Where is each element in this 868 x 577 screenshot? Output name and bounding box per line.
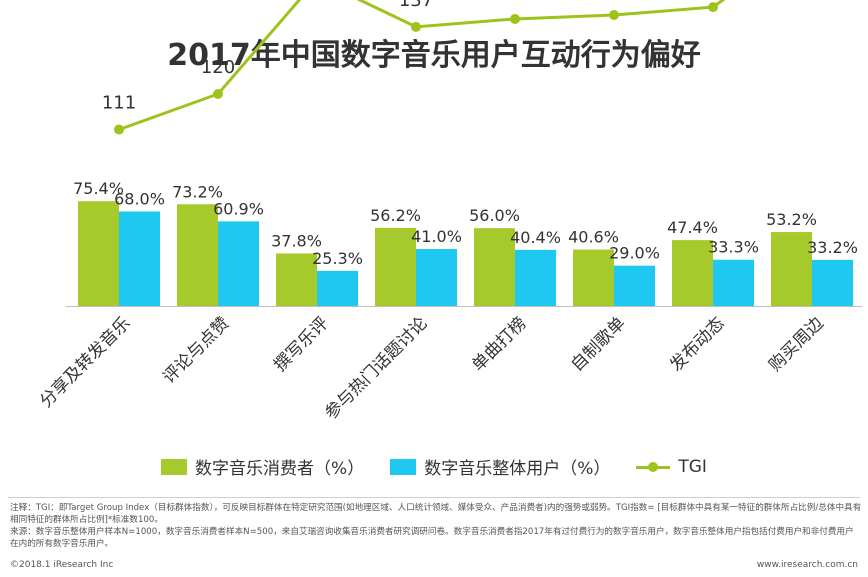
bar-consumers — [78, 201, 119, 306]
data-label-consumers: 73.2% — [172, 182, 223, 201]
tgi-label: 139 — [498, 0, 532, 3]
data-label-all-users: 40.4% — [510, 228, 561, 247]
bar-consumers — [375, 227, 416, 306]
legend-swatch-all-users — [390, 458, 417, 475]
legend-item-consumers: 数字音乐消费者（%） — [161, 454, 364, 479]
legend: 数字音乐消费者（%） 数字音乐整体用户（%） TGI — [0, 454, 868, 479]
bar-all-users — [812, 259, 853, 306]
legend-item-tgi: TGI — [636, 457, 707, 477]
data-label-consumers: 56.0% — [469, 206, 520, 225]
data-label-all-users: 68.0% — [114, 189, 165, 208]
bar-consumers — [276, 253, 317, 306]
chart-canvas: 75.4%68.0% 分享及转发音乐 73.2%60.9% 评论与点赞 37.8%25.… — [36, 0, 862, 424]
note-source: 来源：数字音乐整体用户样本N=1000，数字音乐消费者样本N=500，来自艾瑞咨… — [10, 527, 854, 549]
x-tick-label: 自制歌单 — [567, 313, 629, 375]
bar-all-users — [515, 249, 556, 306]
bar-all-users — [416, 249, 457, 306]
tgi-point — [411, 21, 421, 32]
bar-all-users — [218, 221, 259, 306]
bar-all-users — [713, 259, 754, 306]
x-tick-label: 发布动态 — [666, 313, 728, 375]
tgi-point — [510, 13, 520, 24]
data-label-all-users: 33.2% — [807, 238, 858, 257]
data-label-all-users: 60.9% — [213, 199, 264, 218]
x-tick-label: 参与热门话题讨论 — [321, 313, 431, 423]
tgi-point — [609, 10, 619, 20]
bar-all-users — [317, 270, 358, 306]
data-label-all-users: 25.3% — [312, 249, 363, 268]
note-tgi: 注释：TGI：即Target Group Index（目标群体指数），可反映目标… — [10, 503, 862, 525]
tgi-point — [708, 2, 718, 13]
data-label-consumers: 47.4% — [667, 218, 718, 237]
footer-divider — [8, 497, 860, 498]
chart-notes: 注释：TGI：即Target Group Index（目标群体指数），可反映目标… — [10, 502, 862, 550]
legend-swatch-consumers — [161, 458, 188, 475]
legend-item-all-users: 数字音乐整体用户（%） — [390, 454, 610, 479]
legend-label-consumers: 数字音乐消费者（%） — [195, 459, 365, 479]
bar-consumers — [672, 240, 713, 306]
legend-label-all-users: 数字音乐整体用户（%） — [424, 459, 611, 479]
website-link[interactable]: www.iresearch.com.cn — [756, 560, 858, 570]
tgi-label: 111 — [102, 93, 136, 114]
chart-title: 2017年中国数字音乐用户互动行为偏好 — [167, 38, 701, 73]
legend-label-tgi: TGI — [678, 456, 707, 477]
bar-consumers — [573, 249, 614, 306]
data-label-consumers: 53.2% — [766, 210, 817, 229]
legend-swatch-tgi — [636, 459, 671, 475]
bar-all-users — [119, 211, 160, 306]
tgi-point — [213, 89, 223, 99]
data-label-all-users: 29.0% — [609, 244, 660, 263]
data-label-consumers: 40.6% — [568, 228, 619, 247]
bar-consumers — [177, 204, 218, 306]
x-tick-label: 分享及转发音乐 — [36, 313, 134, 411]
tgi-line — [118, 0, 726, 131]
bar-consumers — [771, 232, 812, 306]
tgi-point — [114, 124, 124, 135]
copyright: ©2018.1 iResearch Inc — [10, 560, 114, 570]
x-tick-label: 购买周边 — [765, 313, 827, 375]
bar-all-users — [614, 265, 655, 306]
tgi-label: 120 — [201, 57, 235, 78]
x-tick-label: 撰写乐评 — [270, 313, 332, 375]
bar-consumers — [474, 228, 515, 306]
data-label-consumers: 37.8% — [271, 231, 322, 250]
data-label-consumers: 56.2% — [370, 206, 421, 225]
data-label-all-users: 41.0% — [411, 227, 462, 246]
tgi-label: 137 — [399, 0, 433, 11]
x-tick-label: 评论与点赞 — [159, 313, 233, 387]
data-label-consumers: 75.4% — [73, 179, 124, 198]
data-label-all-users: 33.3% — [708, 238, 759, 257]
x-tick-label: 单曲打榜 — [468, 313, 530, 375]
